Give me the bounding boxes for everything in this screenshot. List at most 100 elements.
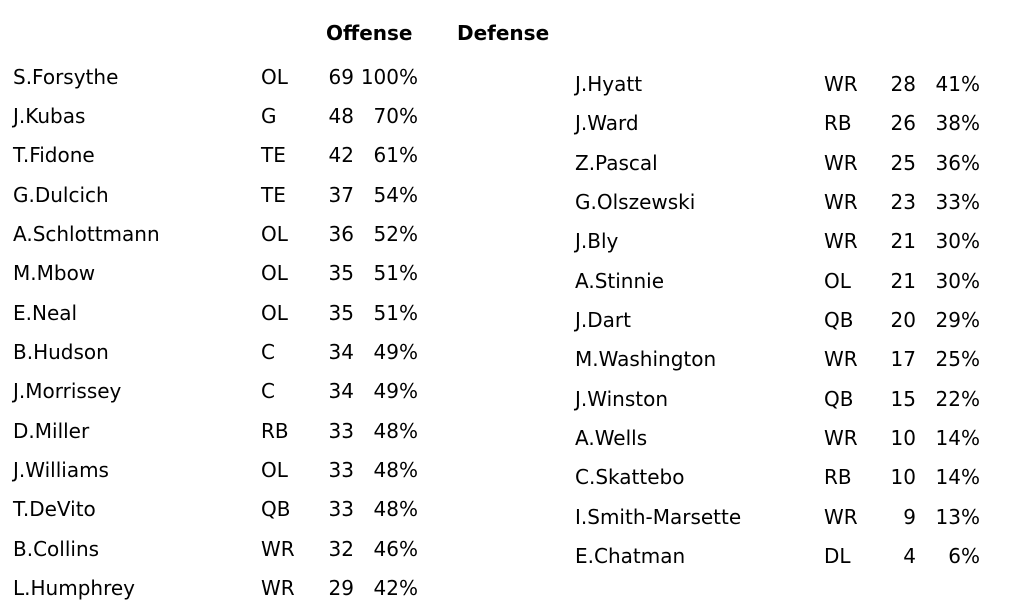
snap-count: 15 — [890, 387, 916, 411]
player-position: WR — [824, 505, 858, 529]
player-name: J.Morrissey — [13, 379, 122, 403]
snap-count: 32 — [328, 537, 354, 561]
snap-percentage: 29% — [935, 308, 980, 332]
player-name: J.Hyatt — [575, 72, 643, 96]
snap-percentage: 49% — [373, 379, 418, 403]
snap-percentage: 30% — [935, 229, 980, 253]
player-position: QB — [824, 387, 854, 411]
snap-percentage: 33% — [935, 190, 980, 214]
snap-percentage: 25% — [935, 347, 980, 371]
player-name: T.DeVito — [13, 497, 96, 521]
player-name: J.Williams — [13, 458, 109, 482]
player-name: J.Kubas — [13, 104, 86, 128]
snap-percentage: 54% — [373, 183, 418, 207]
player-name: A.Stinnie — [575, 269, 664, 293]
snap-count: 48 — [328, 104, 354, 128]
snap-count: 10 — [890, 426, 916, 450]
snap-percentage: 48% — [373, 458, 418, 482]
snap-percentage: 22% — [935, 387, 980, 411]
player-name: M.Washington — [575, 347, 717, 371]
player-position: WR — [261, 537, 295, 561]
player-position: WR — [824, 229, 858, 253]
snap-percentage: 48% — [373, 419, 418, 443]
snap-percentage: 48% — [373, 497, 418, 521]
player-position: WR — [824, 72, 858, 96]
snap-count: 37 — [328, 183, 354, 207]
snap-percentage: 100% — [360, 65, 418, 89]
player-position: WR — [824, 190, 858, 214]
snap-percentage: 36% — [935, 151, 980, 175]
player-position: WR — [824, 151, 858, 175]
player-name: D.Miller — [13, 419, 90, 443]
snap-percentage: 30% — [935, 269, 980, 293]
player-name: I.Smith-Marsette — [575, 505, 742, 529]
player-name: L.Humphrey — [13, 576, 135, 600]
snap-count: 4 — [903, 544, 916, 568]
player-name: J.Dart — [575, 308, 631, 332]
player-position: WR — [824, 426, 858, 450]
player-position: TE — [261, 143, 286, 167]
snap-percentage: 51% — [373, 261, 418, 285]
snap-count: 33 — [328, 419, 354, 443]
offense-header: Offense — [326, 21, 413, 45]
snap-percentage: 70% — [373, 104, 418, 128]
player-name: A.Schlottmann — [13, 222, 160, 246]
player-name: G.Dulcich — [13, 183, 109, 207]
player-name: J.Bly — [575, 229, 619, 253]
snap-percentage: 49% — [373, 340, 418, 364]
player-position: C — [261, 379, 275, 403]
snap-percentage: 14% — [935, 426, 980, 450]
snap-count: 34 — [328, 379, 354, 403]
player-name: A.Wells — [575, 426, 648, 450]
snap-count: 36 — [328, 222, 354, 246]
snap-percentage: 51% — [373, 301, 418, 325]
player-position: WR — [261, 576, 295, 600]
player-position: TE — [261, 183, 286, 207]
snap-count: 9 — [903, 505, 916, 529]
player-name: Z.Pascal — [575, 151, 658, 175]
player-name: M.Mbow — [13, 261, 96, 285]
player-name: B.Hudson — [13, 340, 109, 364]
snap-count: 42 — [328, 143, 354, 167]
snap-count: 35 — [328, 261, 354, 285]
player-position: OL — [261, 65, 288, 89]
snap-count: 25 — [890, 151, 916, 175]
snap-count: 21 — [890, 269, 916, 293]
player-position: C — [261, 340, 275, 364]
snap-count: 10 — [890, 465, 916, 489]
snap-percentage: 52% — [373, 222, 418, 246]
player-name: S.Forsythe — [13, 65, 119, 89]
player-position: OL — [261, 458, 288, 482]
player-position: OL — [824, 269, 851, 293]
player-name: E.Chatman — [575, 544, 686, 568]
player-position: RB — [824, 111, 852, 135]
snap-percentage: 13% — [935, 505, 980, 529]
snap-percentage: 61% — [373, 143, 418, 167]
snap-percentage: 14% — [935, 465, 980, 489]
player-name: E.Neal — [13, 301, 78, 325]
snap-count: 29 — [328, 576, 354, 600]
player-position: OL — [261, 222, 288, 246]
snap-count: 21 — [890, 229, 916, 253]
player-name: B.Collins — [13, 537, 100, 561]
player-name: T.Fidone — [13, 143, 95, 167]
defense-header: Defense — [457, 21, 550, 45]
player-position: DL — [824, 544, 851, 568]
snap-count: 28 — [890, 72, 916, 96]
snap-count: 69 — [328, 65, 354, 89]
player-position: OL — [261, 301, 288, 325]
snap-count: 23 — [890, 190, 916, 214]
player-position: OL — [261, 261, 288, 285]
snap-count: 35 — [328, 301, 354, 325]
snap-count: 33 — [328, 458, 354, 482]
snap-count: 34 — [328, 340, 354, 364]
snap-percentage: 42% — [373, 576, 418, 600]
player-position: RB — [824, 465, 852, 489]
snap-percentage: 41% — [935, 72, 980, 96]
player-position: QB — [261, 497, 291, 521]
player-position: QB — [824, 308, 854, 332]
player-name: J.Ward — [575, 111, 639, 135]
snap-percentage: 38% — [935, 111, 980, 135]
snap-count: 33 — [328, 497, 354, 521]
snap-percentage: 46% — [373, 537, 418, 561]
